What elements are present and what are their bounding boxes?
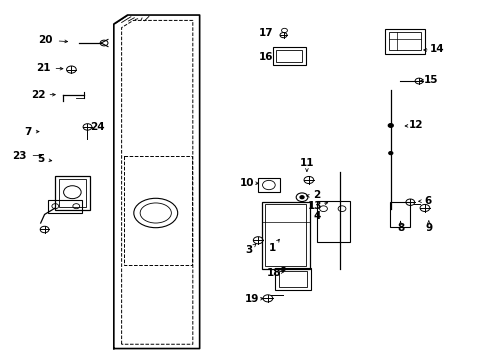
Bar [59,179,86,207]
Bar [272,47,305,65]
Text: 2: 2 [312,190,320,201]
Bar [316,201,349,242]
Bar [55,176,90,210]
Text: 24: 24 [90,122,104,132]
Text: 15: 15 [423,75,437,85]
Text: 16: 16 [259,52,273,62]
Text: 4: 4 [313,211,321,221]
Text: 5: 5 [37,154,44,164]
Bar [278,271,306,287]
Circle shape [300,196,304,199]
Text: 13: 13 [307,201,322,211]
Text: 18: 18 [266,267,281,278]
Text: 1: 1 [268,243,276,253]
Text: 22: 22 [31,90,46,100]
Text: 10: 10 [239,178,254,188]
Text: 12: 12 [408,121,423,130]
Text: 11: 11 [299,158,313,168]
Bar [261,202,310,269]
Text: 7: 7 [24,127,31,136]
Text: 8: 8 [396,224,404,233]
Circle shape [281,267,285,270]
Bar [264,204,306,266]
Bar [258,178,280,192]
Text: 14: 14 [429,45,444,54]
Circle shape [388,152,392,154]
Bar [276,50,301,62]
Bar [384,30,424,54]
Bar [48,200,81,213]
Text: 9: 9 [425,224,431,233]
Text: 17: 17 [259,28,273,38]
Text: 21: 21 [36,63,51,73]
Text: 23: 23 [12,150,26,161]
Bar [123,156,191,265]
Bar [388,32,420,50]
Text: 3: 3 [245,245,252,255]
Text: 19: 19 [244,294,259,304]
Circle shape [387,124,392,127]
Bar [274,268,311,290]
Text: 20: 20 [38,35,53,45]
Bar [389,202,409,226]
Text: 6: 6 [424,196,430,206]
